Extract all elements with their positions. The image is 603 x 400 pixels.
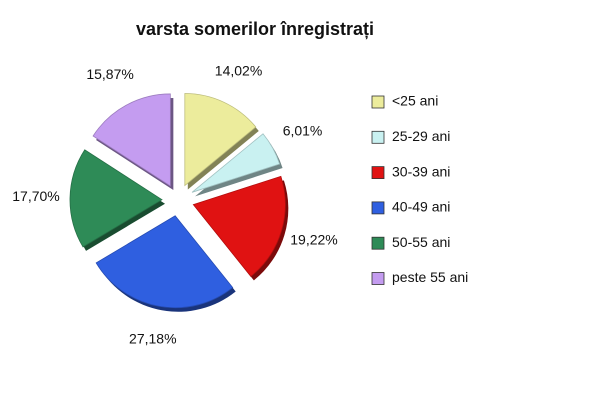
slice [192, 175, 286, 277]
legend-swatch [371, 236, 385, 250]
legend-swatch [371, 166, 385, 180]
legend-label: 40-49 ani [392, 199, 450, 215]
data-label: 15,87% [86, 66, 133, 82]
slice [191, 133, 281, 193]
slice [95, 215, 234, 309]
slice [184, 93, 257, 187]
legend-swatch [371, 95, 385, 109]
data-label: 6,01% [283, 122, 323, 138]
legend-label: 25-29 ani [392, 128, 450, 144]
legend-label: peste 55 ani [392, 269, 468, 285]
data-label: 27,18% [129, 330, 176, 346]
slice [92, 93, 171, 187]
legend-swatch [371, 201, 385, 215]
legend-label: 30-39 ani [392, 163, 450, 179]
legend-swatch [371, 130, 385, 144]
slice [69, 149, 163, 248]
data-label: 19,22% [290, 232, 337, 248]
legend-swatch [371, 272, 385, 285]
data-label: 14,02% [215, 62, 262, 78]
chart-title: varsta somerilor înregistrați [136, 19, 374, 39]
legend-label: 50-55 ani [392, 234, 450, 250]
data-label: 17,70% [12, 188, 59, 204]
legend-label: <25 ani [392, 93, 438, 109]
